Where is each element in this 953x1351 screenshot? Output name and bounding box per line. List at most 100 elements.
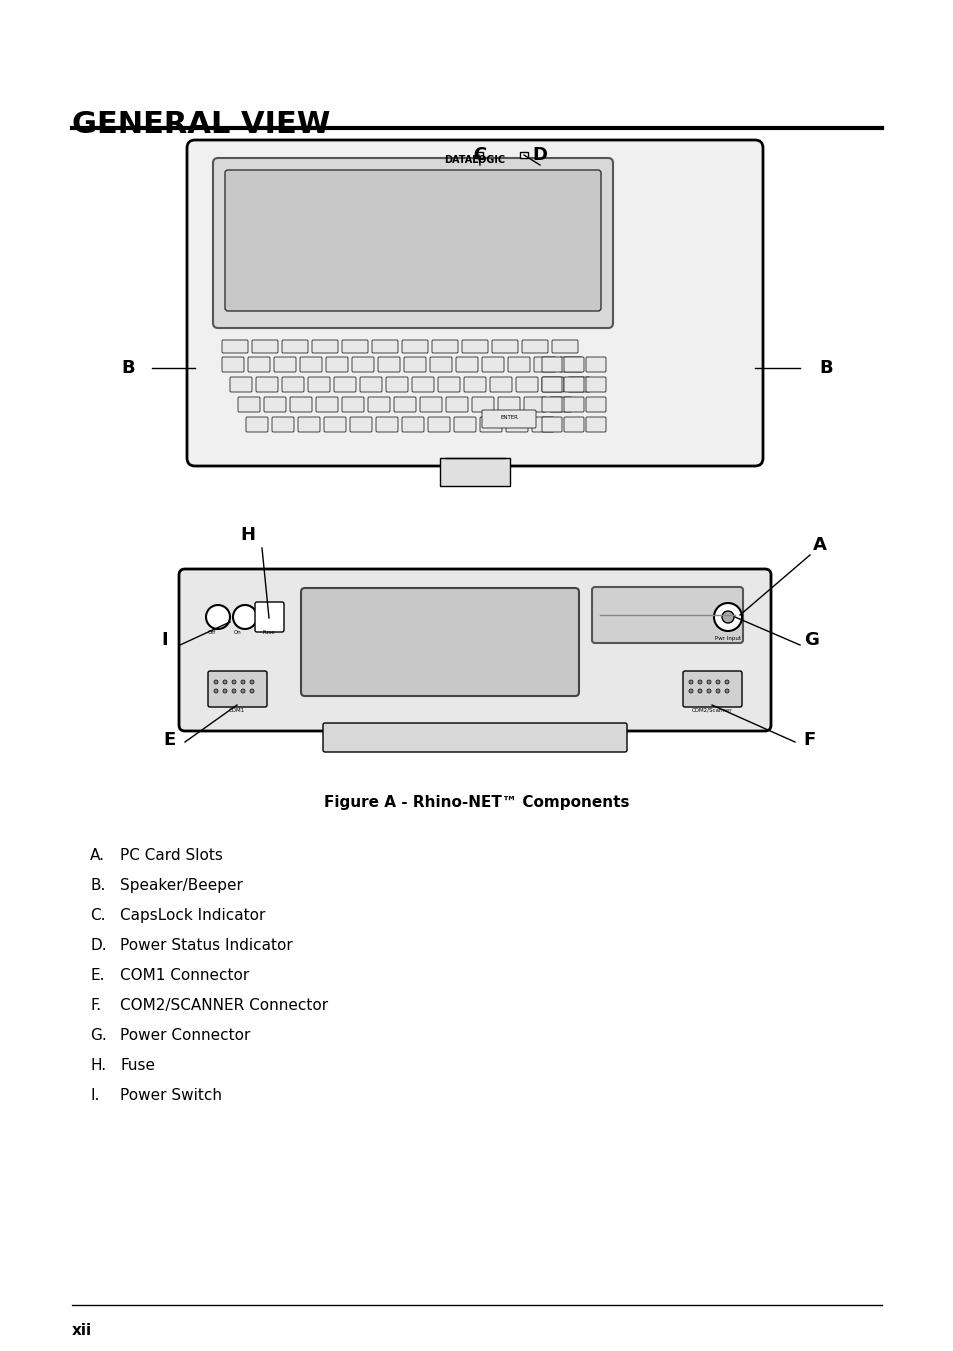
Text: COM1 Connector: COM1 Connector (120, 969, 249, 984)
Text: GENERAL VIEW: GENERAL VIEW (71, 109, 330, 139)
Text: Power Status Indicator: Power Status Indicator (120, 938, 293, 952)
FancyBboxPatch shape (297, 417, 319, 432)
Circle shape (706, 689, 710, 693)
Circle shape (698, 689, 701, 693)
FancyBboxPatch shape (290, 397, 312, 412)
FancyBboxPatch shape (523, 397, 545, 412)
FancyBboxPatch shape (516, 377, 537, 392)
Text: B.: B. (90, 878, 105, 893)
FancyBboxPatch shape (375, 417, 397, 432)
FancyBboxPatch shape (324, 417, 346, 432)
FancyBboxPatch shape (563, 357, 583, 372)
FancyBboxPatch shape (246, 417, 268, 432)
FancyBboxPatch shape (432, 340, 457, 353)
Text: Fuse: Fuse (262, 630, 275, 635)
Circle shape (232, 689, 235, 693)
FancyBboxPatch shape (359, 377, 381, 392)
FancyBboxPatch shape (559, 357, 581, 372)
Text: Figure A - Rhino-NET™ Components: Figure A - Rhino-NET™ Components (324, 794, 629, 811)
FancyBboxPatch shape (552, 340, 578, 353)
FancyBboxPatch shape (419, 397, 441, 412)
Text: E: E (164, 731, 176, 748)
Text: DATALOGIC: DATALOGIC (444, 155, 505, 165)
FancyBboxPatch shape (326, 357, 348, 372)
Circle shape (688, 689, 692, 693)
FancyBboxPatch shape (187, 141, 762, 466)
FancyBboxPatch shape (334, 377, 355, 392)
FancyBboxPatch shape (541, 377, 563, 392)
FancyBboxPatch shape (507, 357, 530, 372)
FancyBboxPatch shape (254, 603, 284, 632)
Text: CapsLock Indicator: CapsLock Indicator (120, 908, 265, 923)
Circle shape (713, 603, 741, 631)
FancyBboxPatch shape (368, 397, 390, 412)
FancyBboxPatch shape (312, 340, 337, 353)
Text: I: I (161, 631, 168, 648)
Text: F.: F. (90, 998, 101, 1013)
FancyBboxPatch shape (230, 377, 252, 392)
Circle shape (698, 680, 701, 684)
FancyBboxPatch shape (282, 340, 308, 353)
FancyBboxPatch shape (550, 397, 572, 412)
FancyBboxPatch shape (222, 340, 248, 353)
Text: A: A (812, 536, 826, 554)
FancyBboxPatch shape (541, 377, 561, 392)
FancyBboxPatch shape (541, 417, 561, 432)
Text: D: D (532, 146, 547, 163)
FancyBboxPatch shape (585, 357, 605, 372)
Text: B: B (121, 359, 134, 377)
FancyBboxPatch shape (592, 586, 742, 643)
FancyBboxPatch shape (481, 357, 503, 372)
Text: xii: xii (71, 1323, 92, 1337)
FancyBboxPatch shape (563, 417, 583, 432)
FancyBboxPatch shape (541, 397, 561, 412)
Text: COM2/SCANNER Connector: COM2/SCANNER Connector (120, 998, 328, 1013)
Text: C: C (473, 146, 486, 163)
FancyBboxPatch shape (282, 377, 304, 392)
FancyBboxPatch shape (299, 357, 322, 372)
Text: PC Card Slots: PC Card Slots (120, 848, 223, 863)
FancyBboxPatch shape (472, 397, 494, 412)
Circle shape (213, 680, 218, 684)
Bar (475, 153, 482, 158)
FancyBboxPatch shape (541, 357, 561, 372)
Text: Pwr Input: Pwr Input (714, 636, 740, 640)
Bar (519, 153, 527, 158)
FancyBboxPatch shape (403, 357, 426, 372)
FancyBboxPatch shape (456, 357, 477, 372)
Circle shape (223, 689, 227, 693)
FancyBboxPatch shape (497, 397, 519, 412)
Text: On: On (233, 630, 242, 635)
FancyBboxPatch shape (350, 417, 372, 432)
FancyBboxPatch shape (428, 417, 450, 432)
FancyBboxPatch shape (341, 397, 364, 412)
Text: H.: H. (90, 1058, 106, 1073)
FancyBboxPatch shape (179, 569, 770, 731)
FancyBboxPatch shape (492, 340, 517, 353)
FancyBboxPatch shape (272, 417, 294, 432)
Text: G.: G. (90, 1028, 107, 1043)
Circle shape (232, 680, 235, 684)
Text: Power Switch: Power Switch (120, 1088, 222, 1102)
Text: I.: I. (90, 1088, 99, 1102)
FancyBboxPatch shape (255, 377, 277, 392)
FancyBboxPatch shape (437, 377, 459, 392)
Text: Speaker/Beeper: Speaker/Beeper (120, 878, 243, 893)
Text: Power Connector: Power Connector (120, 1028, 250, 1043)
FancyBboxPatch shape (585, 417, 605, 432)
FancyBboxPatch shape (461, 340, 488, 353)
Text: COM1: COM1 (229, 708, 245, 713)
FancyBboxPatch shape (323, 723, 626, 753)
Text: ENTER: ENTER (499, 415, 517, 420)
FancyBboxPatch shape (567, 377, 589, 392)
FancyBboxPatch shape (585, 377, 605, 392)
FancyBboxPatch shape (386, 377, 408, 392)
Circle shape (724, 680, 728, 684)
Circle shape (241, 689, 245, 693)
FancyBboxPatch shape (315, 397, 337, 412)
Circle shape (250, 689, 253, 693)
FancyBboxPatch shape (682, 671, 741, 707)
FancyBboxPatch shape (237, 397, 260, 412)
Circle shape (241, 680, 245, 684)
FancyBboxPatch shape (252, 340, 277, 353)
